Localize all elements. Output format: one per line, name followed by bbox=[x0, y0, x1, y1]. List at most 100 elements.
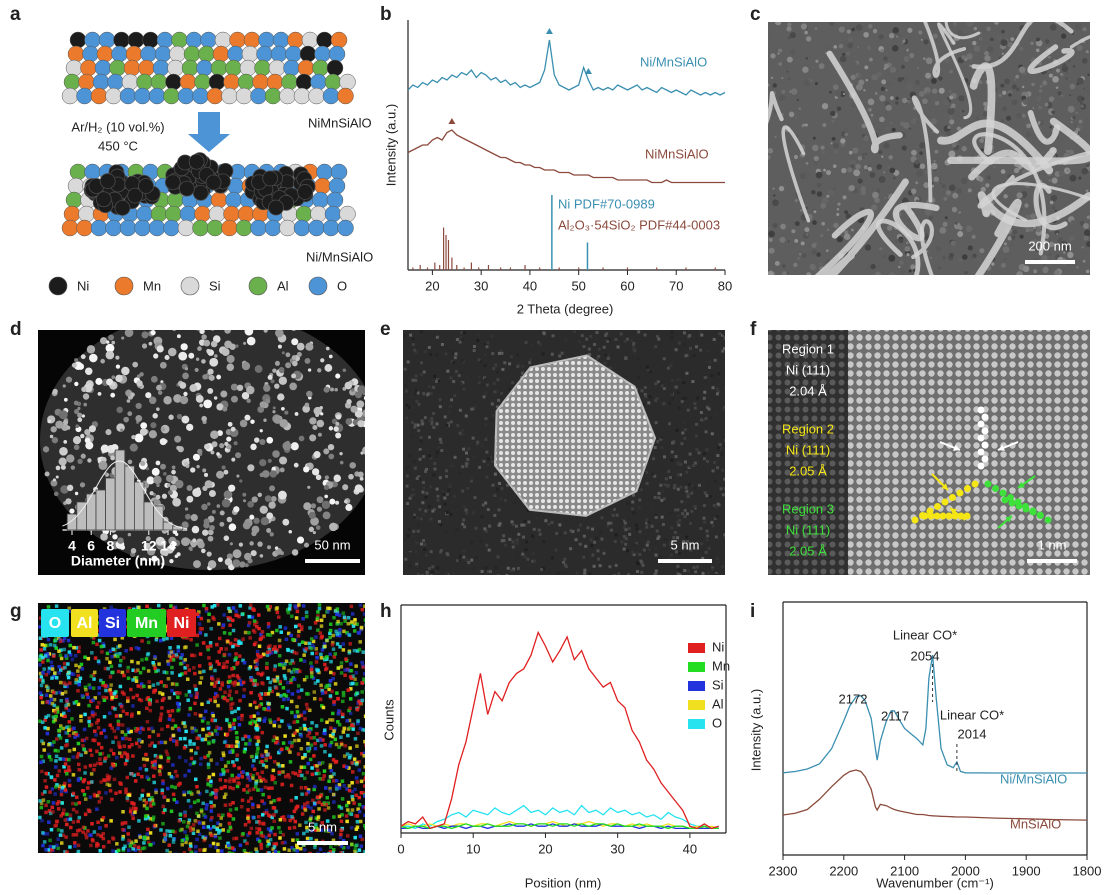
texture bbox=[991, 262, 995, 266]
texture bbox=[914, 79, 921, 86]
noise bbox=[632, 347, 636, 351]
eds-pixel bbox=[256, 837, 260, 842]
noise bbox=[564, 338, 568, 342]
noise bbox=[624, 537, 628, 541]
texture bbox=[899, 269, 905, 275]
eds-pixel bbox=[122, 744, 127, 748]
noise bbox=[436, 498, 440, 502]
nanoparticle bbox=[293, 462, 299, 468]
eds-pixel bbox=[71, 755, 75, 759]
noise bbox=[599, 530, 603, 534]
noise bbox=[722, 347, 725, 351]
noise bbox=[404, 389, 408, 393]
eds-pixel bbox=[71, 773, 76, 777]
nanoparticle bbox=[274, 360, 280, 366]
noise bbox=[471, 511, 475, 515]
eds-pixel bbox=[217, 650, 221, 654]
noise bbox=[637, 562, 641, 566]
eds-pixel bbox=[67, 606, 72, 611]
nanoparticle bbox=[140, 422, 148, 429]
eds-pixel bbox=[277, 764, 282, 768]
eds-pixel bbox=[184, 729, 188, 734]
nanoparticle bbox=[211, 441, 218, 448]
noise bbox=[657, 535, 661, 539]
texture bbox=[939, 41, 943, 46]
eds-pixel bbox=[255, 682, 260, 687]
eds-pixel bbox=[209, 626, 213, 631]
nanoparticle bbox=[281, 406, 285, 411]
eds-pixel bbox=[167, 843, 172, 847]
eds-pixel bbox=[170, 665, 174, 670]
texture bbox=[1008, 93, 1012, 97]
nanoparticle bbox=[289, 382, 297, 391]
atom bbox=[200, 31, 217, 49]
texture bbox=[850, 74, 856, 80]
eds-pixel bbox=[83, 712, 87, 717]
eds-pixel bbox=[261, 652, 266, 657]
eds-pixel bbox=[290, 649, 294, 654]
noise bbox=[491, 352, 495, 356]
texture bbox=[885, 104, 892, 111]
noise bbox=[484, 437, 488, 441]
eds-pixel bbox=[315, 768, 320, 772]
nanoparticle bbox=[306, 390, 313, 398]
eds-pixel bbox=[210, 711, 215, 716]
eds-pixel bbox=[66, 675, 71, 680]
texture bbox=[806, 272, 812, 275]
texture bbox=[1054, 269, 1060, 275]
eds-pixel bbox=[87, 683, 91, 687]
eds-pixel bbox=[55, 737, 59, 741]
atom bbox=[326, 191, 344, 209]
noise bbox=[484, 436, 488, 440]
eds-pixel bbox=[63, 788, 68, 792]
eds-pixel bbox=[57, 664, 61, 669]
noise bbox=[427, 345, 431, 349]
noise bbox=[721, 349, 725, 353]
noise bbox=[422, 455, 426, 459]
eds-pixel bbox=[231, 749, 235, 754]
eds-pixel bbox=[183, 671, 188, 675]
eds-pixel bbox=[162, 832, 167, 837]
texture bbox=[972, 40, 977, 46]
noise bbox=[463, 525, 467, 529]
noise bbox=[411, 343, 415, 347]
nanoparticle bbox=[304, 357, 311, 364]
noise bbox=[675, 378, 679, 382]
nanoparticle bbox=[111, 340, 116, 345]
eds-pixel bbox=[357, 802, 362, 807]
texture bbox=[923, 182, 930, 189]
atom bbox=[84, 31, 101, 49]
texture bbox=[826, 194, 830, 198]
texture bbox=[805, 162, 809, 165]
noise bbox=[645, 470, 649, 474]
noise bbox=[669, 363, 673, 367]
eds-pixel bbox=[268, 644, 272, 648]
noise bbox=[676, 487, 680, 491]
eds-pixel bbox=[40, 678, 45, 683]
eds-pixel bbox=[166, 709, 171, 714]
texture bbox=[1000, 39, 1008, 47]
texture bbox=[943, 197, 948, 201]
eds-pixel bbox=[249, 691, 253, 695]
eds-pixel bbox=[266, 650, 270, 655]
eds-pixel bbox=[314, 825, 318, 830]
eds-pixel bbox=[322, 614, 326, 618]
nanoparticle bbox=[228, 484, 236, 492]
atom bbox=[140, 45, 157, 63]
texture bbox=[932, 33, 938, 39]
eds-pixel bbox=[45, 731, 50, 736]
noise bbox=[414, 350, 418, 354]
noise bbox=[615, 513, 619, 517]
nanoparticle bbox=[208, 374, 215, 381]
nanoparticle bbox=[203, 472, 209, 478]
texture bbox=[923, 57, 926, 60]
noise bbox=[436, 494, 440, 498]
atom bbox=[67, 177, 85, 195]
eds-pixel bbox=[44, 847, 48, 852]
haadf-image: 50 nm bbox=[38, 330, 365, 575]
noise bbox=[462, 447, 466, 451]
nanoparticle bbox=[63, 397, 68, 402]
noise bbox=[515, 542, 519, 546]
eds-pixel bbox=[355, 780, 360, 784]
texture bbox=[863, 89, 866, 92]
